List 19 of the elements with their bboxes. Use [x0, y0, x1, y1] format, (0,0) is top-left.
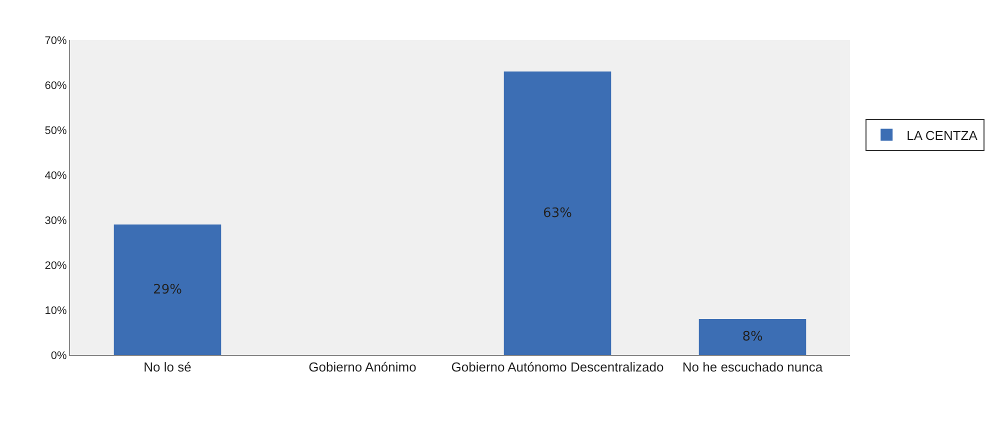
data-label: 63%	[543, 206, 572, 221]
y-tick-label: 10%	[44, 304, 68, 317]
data-label: 29%	[153, 282, 182, 298]
data-label: 8%	[742, 330, 763, 344]
y-tick-label: 60%	[44, 80, 68, 92]
y-tick-label: 50%	[44, 124, 68, 137]
bar	[504, 72, 612, 355]
y-tick-label: 40%	[44, 170, 68, 182]
x-tick-label: Gobierno Autónomo Descentralizado	[451, 360, 664, 375]
x-tick-label: Gobierno Anónimo	[308, 360, 416, 375]
x-tick-label: No lo sé	[144, 360, 192, 375]
y-tick-label: 0%	[50, 350, 68, 362]
bar	[698, 319, 806, 355]
y-tick-label: 20%	[44, 260, 68, 272]
x-tick-label: No he escuchado nunca	[682, 360, 824, 375]
y-tick-label: 30%	[44, 214, 68, 227]
y-tick-label: 70%	[44, 34, 68, 47]
bar	[114, 224, 222, 355]
legend-label: LA CENTZA	[906, 128, 978, 143]
